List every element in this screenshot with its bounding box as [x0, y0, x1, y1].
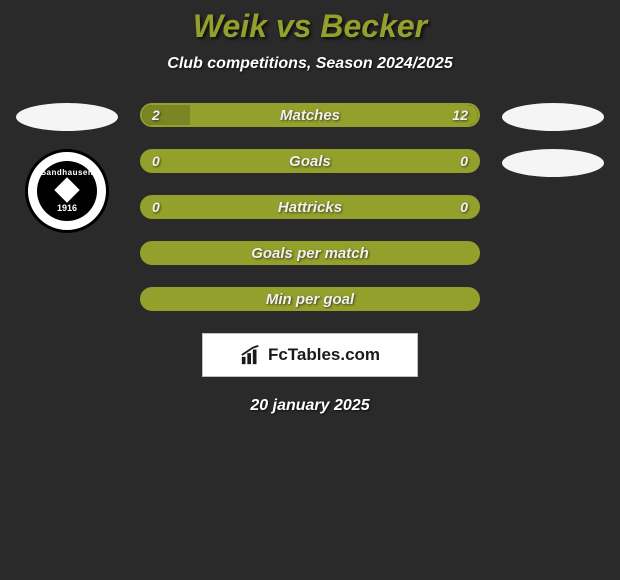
bar-label: Hattricks	[142, 199, 478, 216]
bars-column: 212Matches 00Goals 00Hattricks Goals per ma…	[140, 103, 480, 311]
left-player-ellipse	[16, 103, 118, 131]
bar-label: Min per goal	[142, 291, 478, 308]
bar-label: Goals per match	[142, 245, 478, 262]
infographic-container: Weik vs Becker Club competitions, Season…	[0, 0, 620, 415]
crest-name: Sandhausen	[41, 168, 94, 177]
crest-diamond	[54, 177, 79, 202]
left-column: Sandhausen 1916	[12, 103, 122, 233]
brand-box: FcTables.com	[202, 333, 418, 377]
brand-text: FcTables.com	[268, 345, 380, 365]
bar-label: Goals	[142, 153, 478, 170]
right-club-ellipse	[502, 149, 604, 177]
stat-bar: 00Hattricks	[140, 195, 480, 219]
stat-bar: Min per goal	[140, 287, 480, 311]
main-row: Sandhausen 1916 212Matches 00Goals 00Hattr…	[0, 103, 620, 311]
page-title: Weik vs Becker	[0, 8, 620, 45]
date-text: 20 january 2025	[0, 397, 620, 415]
bar-label: Matches	[142, 107, 478, 124]
crest-inner: Sandhausen 1916	[37, 161, 97, 221]
right-player-ellipse	[502, 103, 604, 131]
stat-bar: 00Goals	[140, 149, 480, 173]
chart-icon	[240, 344, 262, 366]
stat-bar: Goals per match	[140, 241, 480, 265]
left-club-crest: Sandhausen 1916	[25, 149, 109, 233]
right-column	[498, 103, 608, 177]
subtitle: Club competitions, Season 2024/2025	[0, 55, 620, 73]
stat-bar: 212Matches	[140, 103, 480, 127]
crest-year: 1916	[57, 203, 77, 213]
